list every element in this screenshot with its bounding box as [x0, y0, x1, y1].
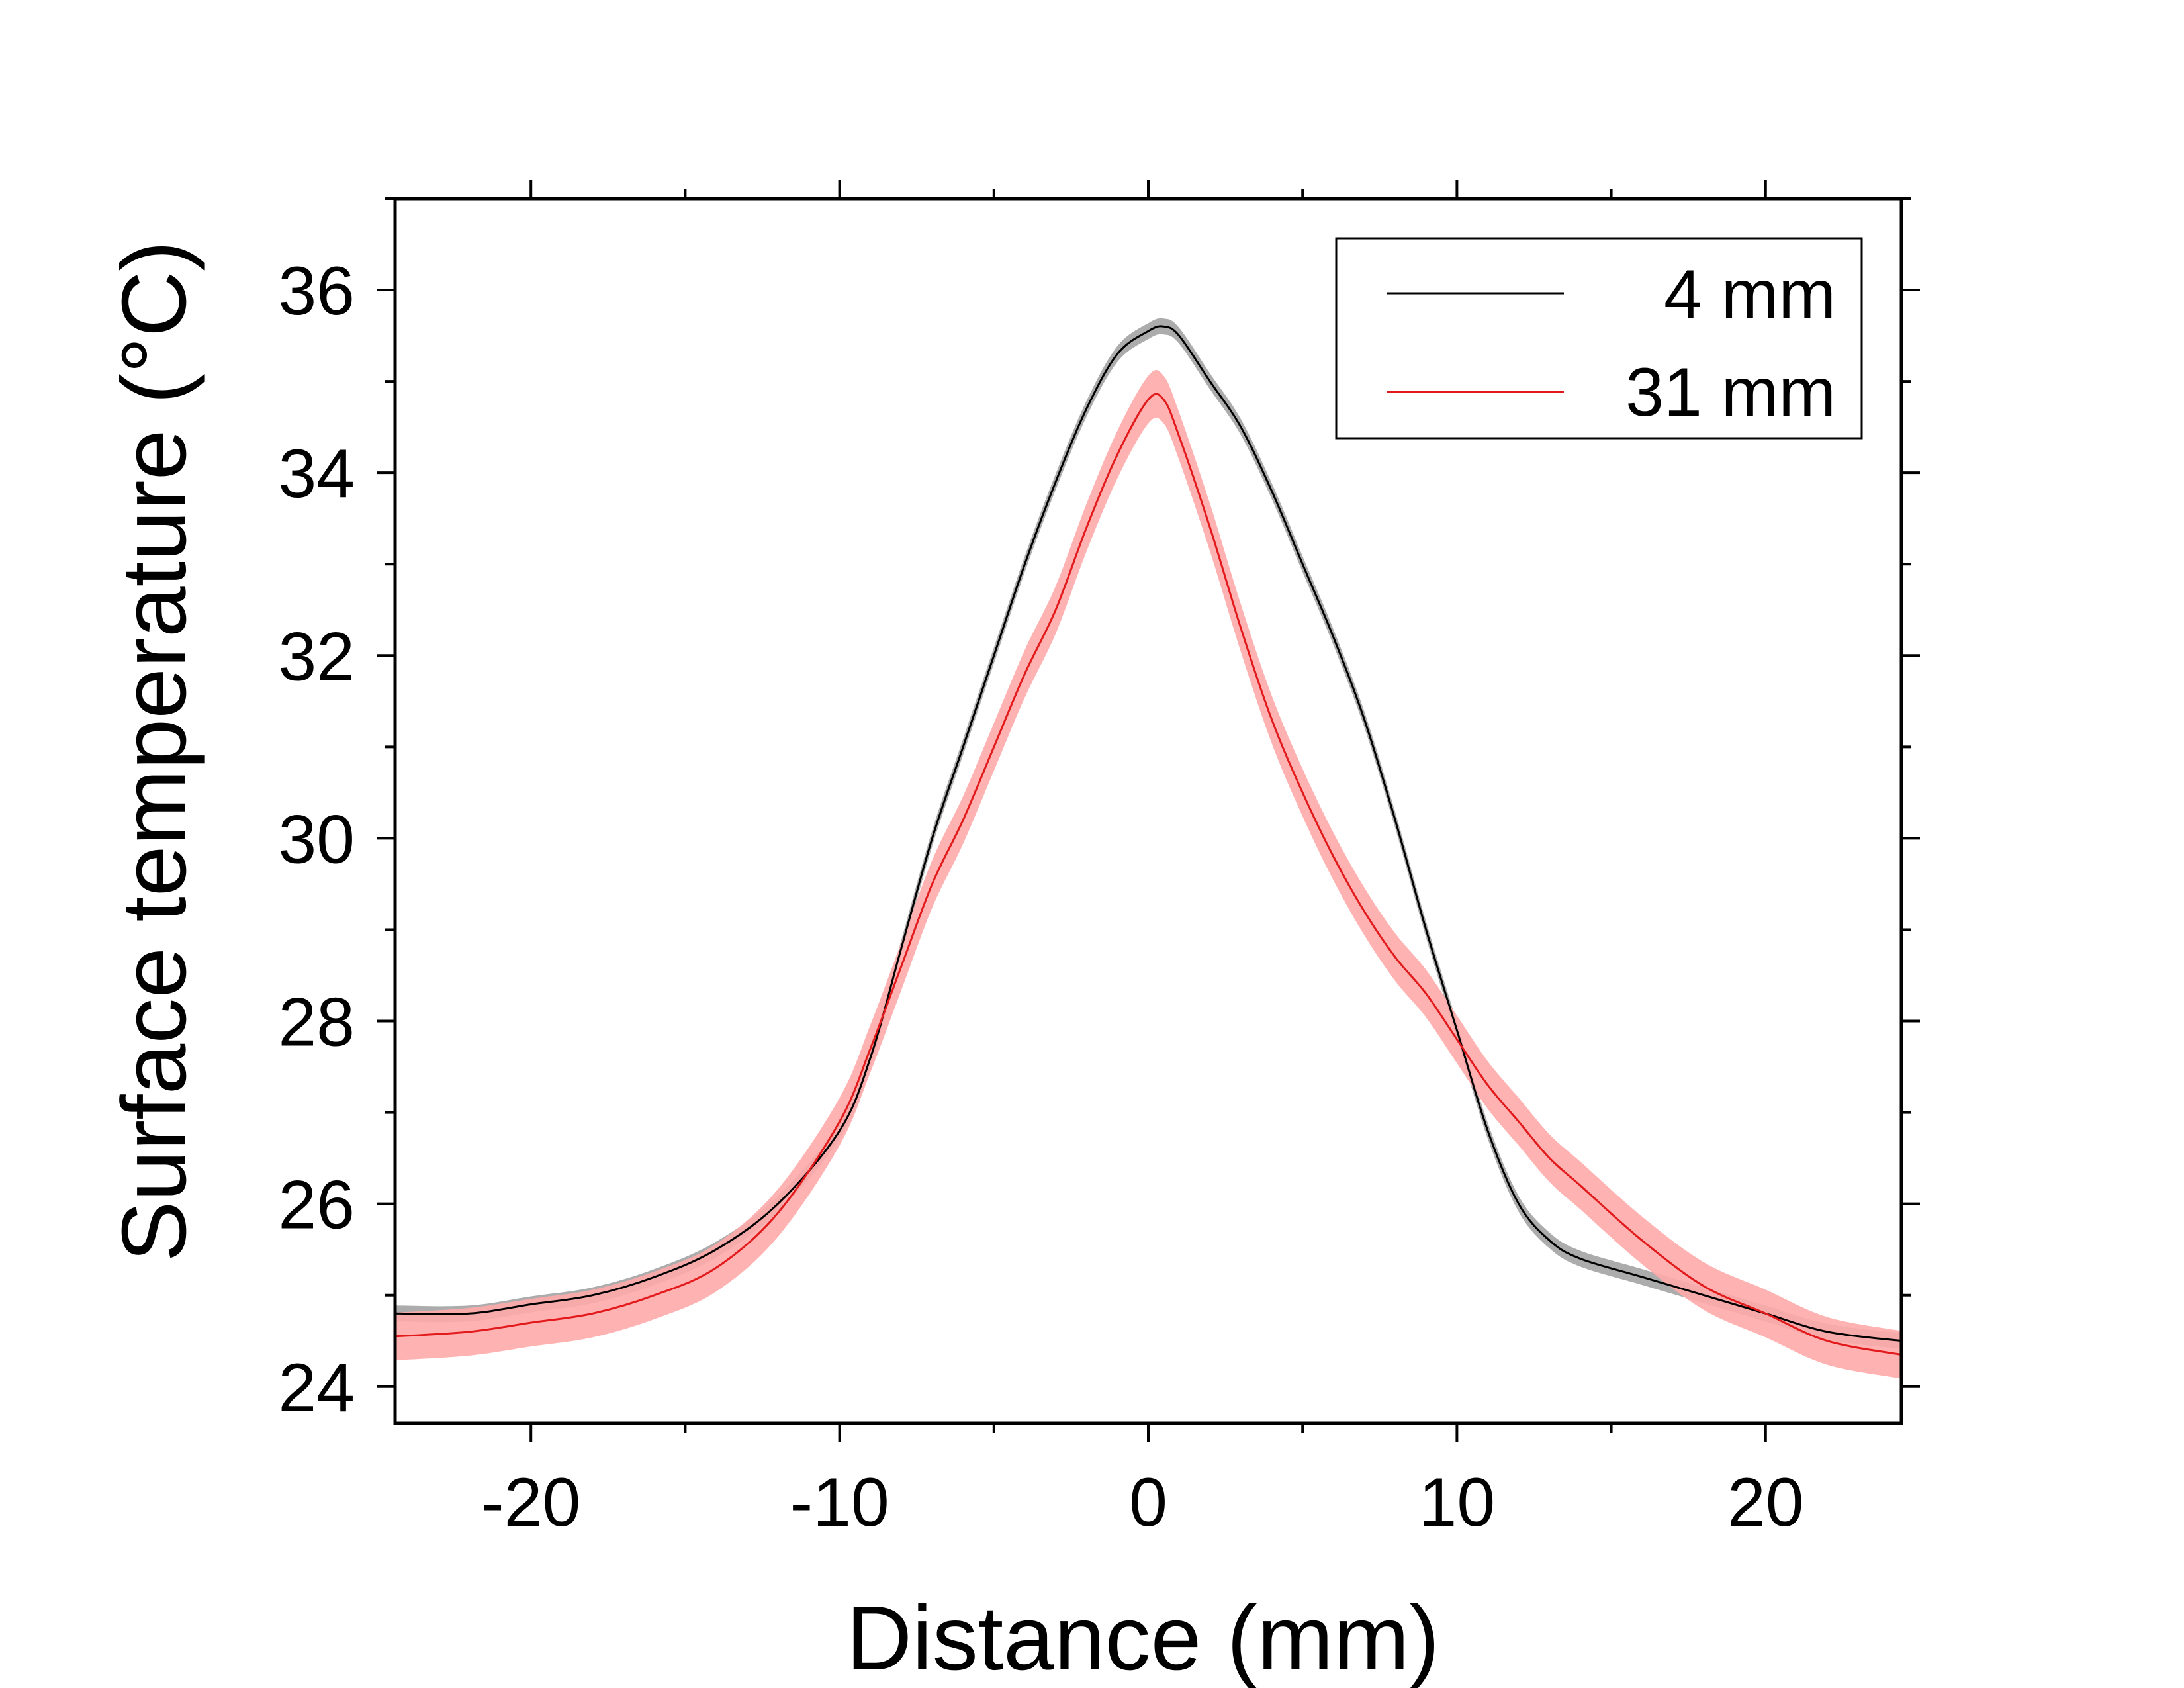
y-tick-label: 30 [278, 801, 355, 878]
series-lines [394, 325, 1902, 1356]
y-tick-label: 34 [278, 436, 355, 512]
x-tick-label: -20 [481, 1464, 580, 1541]
axis-tick-labels: -20 -10 0 10 20 24 26 28 30 32 34 36 [278, 253, 1803, 1541]
series-bands [395, 318, 1901, 1379]
x-tick-label: 0 [1129, 1464, 1167, 1541]
band-31mm [395, 369, 1901, 1379]
legend-box [1335, 237, 1863, 440]
line-31mm [394, 393, 1902, 1356]
y-tick-label: 28 [278, 984, 355, 1061]
y-tick-label: 36 [278, 253, 355, 330]
y-tick-label: 26 [278, 1167, 355, 1244]
y-tick-label: 32 [278, 618, 355, 695]
legend-label-4mm: 4 mm [1664, 256, 1836, 333]
line-4mm [394, 325, 1902, 1342]
y-axis-title: Surface temperature (°C) [103, 240, 205, 1262]
x-tick-label: -10 [790, 1464, 889, 1541]
axis-ticks [377, 180, 1920, 1442]
y-tick-label: 24 [278, 1350, 355, 1427]
x-axis-title: Distance (mm) [846, 1587, 1439, 1688]
legend: 4 mm 31 mm [1335, 237, 1863, 440]
x-tick-label: 20 [1727, 1464, 1804, 1541]
x-tick-label: 10 [1419, 1464, 1496, 1541]
legend-label-31mm: 31 mm [1625, 354, 1836, 431]
